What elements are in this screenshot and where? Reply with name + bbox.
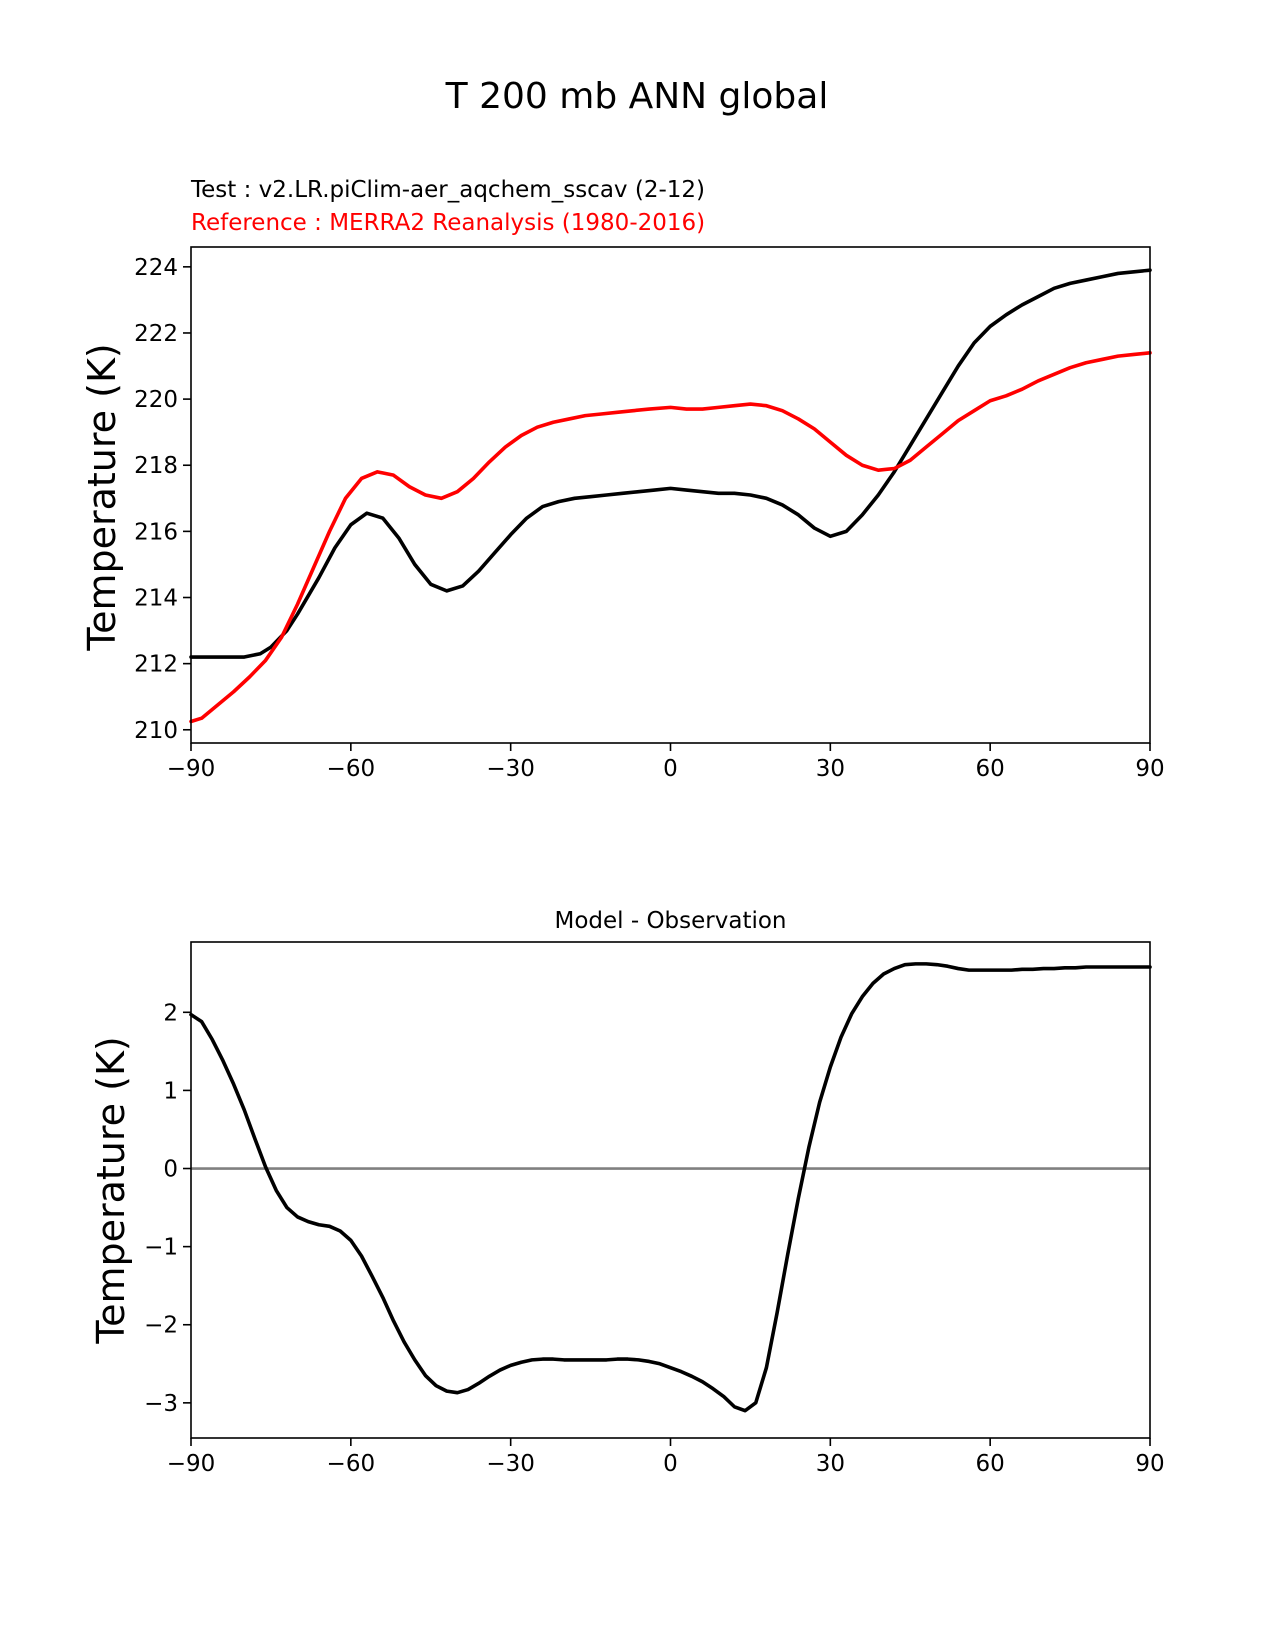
reference-label: Reference : MERRA2 Reanalysis (1980-2016… [191, 210, 705, 236]
x-tick-label: 60 [976, 756, 1005, 782]
y-tick-label: 216 [134, 519, 178, 545]
y-tick-label: −2 [144, 1313, 178, 1339]
y-tick-label: 212 [134, 652, 178, 678]
test-label: Test : v2.LR.piClim-aer_aqchem_sscav (2-… [190, 177, 705, 203]
x-tick-label: −90 [167, 756, 216, 782]
series-line-test [189, 268, 1152, 659]
y-tick-label: 220 [134, 387, 178, 413]
y-tick-label: −1 [144, 1235, 178, 1261]
x-tick-label: −90 [167, 1451, 216, 1477]
series-line-difference [189, 962, 1152, 1413]
bottom-y-axis-label: Temperature (K) [89, 1036, 133, 1344]
top-y-axis-label: Temperature (K) [80, 343, 124, 651]
x-tick-label: 30 [816, 756, 845, 782]
y-tick-label: 2 [163, 1000, 178, 1026]
x-tick-label: 0 [663, 1451, 678, 1477]
y-tick-label: 218 [134, 453, 178, 479]
top-panel: Test : v2.LR.piClim-aer_aqchem_sscav (2-… [80, 177, 1165, 782]
y-tick-label: −3 [144, 1391, 178, 1417]
diff-panel-title: Model - Observation [554, 908, 786, 934]
x-tick-label: 30 [816, 1451, 845, 1477]
x-tick-label: −60 [327, 756, 376, 782]
y-tick-label: 222 [134, 321, 178, 347]
y-tick-label: 210 [134, 718, 178, 744]
x-tick-label: 60 [976, 1451, 1005, 1477]
top-ylabel-wrap: Temperature (K) [80, 343, 124, 651]
x-tick-label: 0 [663, 756, 678, 782]
x-tick-label: 90 [1135, 1451, 1164, 1477]
bottom-panel: Model - Observation Temperature (K) −90 −… [89, 908, 1165, 1477]
x-tick-label: 90 [1135, 756, 1164, 782]
x-tick-label: −30 [486, 756, 535, 782]
y-tick-label: 0 [163, 1157, 178, 1183]
series-line-reference [189, 351, 1152, 724]
y-tick-label: 214 [134, 586, 178, 612]
x-tick-label: −30 [486, 1451, 535, 1477]
figure-title: T 200 mb ANN global [445, 76, 829, 117]
x-tick-label: −60 [327, 1451, 376, 1477]
y-tick-label: 1 [163, 1078, 178, 1104]
y-tick-label: 224 [134, 255, 178, 281]
